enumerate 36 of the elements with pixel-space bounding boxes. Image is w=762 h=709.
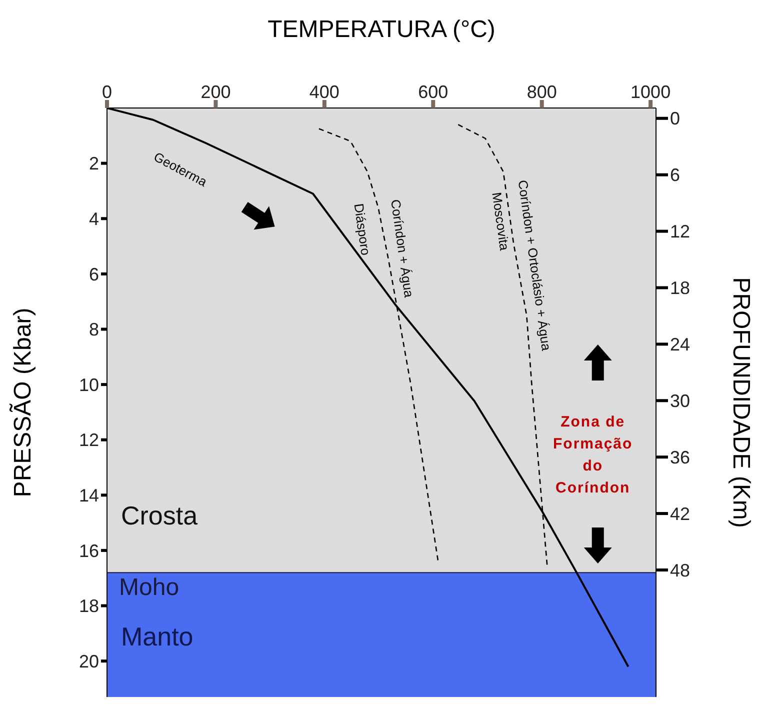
y-tick-label: 14 [78,486,99,506]
x-tick-label: 0 [102,82,112,102]
x-tick-label: 400 [309,82,340,102]
y-tick-label: 18 [78,596,99,616]
y-tick-label: 6 [88,264,99,284]
y-tick-label: 2 [88,154,99,174]
annotation: Zona de Formação do Coríndon [553,413,633,496]
y2-tick-label: 12 [670,222,690,242]
x-tick-label: 200 [200,82,231,102]
y2-tick-label: 0 [670,108,680,129]
y2-tick-label: 18 [670,278,690,298]
y-tick-label: 4 [88,209,99,229]
y2-tick-label: 6 [670,165,680,186]
y-tick-label: 12 [78,430,99,450]
annotation: Coríndon + Ortoclásio + Água [515,179,554,352]
y2-tick-label: 24 [670,334,690,355]
y2-tick-label: 36 [670,447,690,468]
y2-tick-label: 30 [670,391,690,412]
x-tick-label: 800 [526,82,557,102]
annotation: Coríndon + Água [388,198,417,300]
y-axis-title: PRESSÃO (Kbar) [8,308,37,498]
y-tick-label: 10 [78,374,99,395]
band-label: Crosta [121,500,198,530]
y-tick-label: 20 [78,651,99,672]
band-label: Manto [121,622,194,652]
annotation: Diásporo [351,202,374,256]
y2-tick-label: 42 [670,504,690,524]
x-tick-label: 1000 [630,82,671,102]
x-axis-title: TEMPERATURA (°C) [268,16,496,44]
x-tick-label: 600 [418,82,448,102]
y-tick-label: 16 [78,540,99,561]
ref-line-label: Moho [119,574,180,601]
y2-tick-label: 48 [670,560,690,580]
y2-axis-title: PROFUNDIDADE (Km) [727,277,754,528]
annotation: Moscovita [489,191,512,252]
y-tick-label: 8 [88,320,99,340]
